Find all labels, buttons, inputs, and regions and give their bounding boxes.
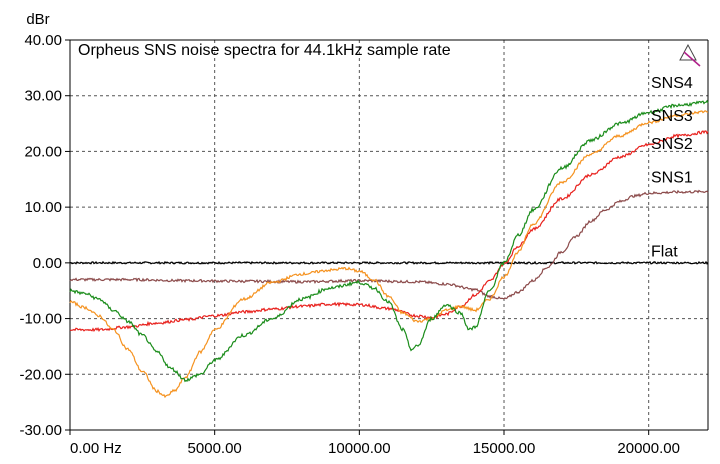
y-tick-label: 40.00 xyxy=(24,32,62,49)
x-tick-labels: 0.00 Hz 5000.00 10000.00 15000.00 20000.00 xyxy=(70,440,680,457)
y-tick-label: 30.00 xyxy=(24,88,62,105)
series-line-flat xyxy=(69,260,709,265)
x-tick-label: 5000.00 xyxy=(188,440,242,457)
series-label-sns1: SNS1 xyxy=(651,170,693,187)
y-tick-labels: 40.00 30.00 20.00 10.00 0.00 -10.00 -20.00 -30.… xyxy=(19,32,62,439)
series-label-flat: Flat xyxy=(651,244,678,261)
y-tick-label: 20.00 xyxy=(24,143,62,160)
series-label-sns3: SNS3 xyxy=(651,108,693,125)
series-labels: Flat SNS1 SNS2 SNS3 SNS4 xyxy=(651,75,693,261)
series-line-sns4 xyxy=(69,99,709,383)
series-label-sns4: SNS4 xyxy=(651,75,693,92)
x-tick-label: 15000.00 xyxy=(473,440,536,457)
series-lines xyxy=(69,99,709,399)
chart-title: Orpheus SNS noise spectra for 44.1kHz sa… xyxy=(78,42,451,59)
y-tick-label: 0.00 xyxy=(33,255,62,272)
x-tick-label: 0.00 Hz xyxy=(70,440,122,457)
y-tick-label: -30.00 xyxy=(19,422,62,439)
y-tick-label: -10.00 xyxy=(19,311,62,328)
x-tick-label: 20000.00 xyxy=(617,440,680,457)
cursor-triangle-icon[interactable] xyxy=(679,43,701,67)
series-label-sns2: SNS2 xyxy=(651,136,693,153)
y-axis-label: dBr xyxy=(26,11,49,28)
y-tick-label: 10.00 xyxy=(24,199,62,216)
y-tick-label: -20.00 xyxy=(19,366,62,383)
x-tick-label: 10000.00 xyxy=(328,440,391,457)
axes xyxy=(65,39,709,435)
series-line-sns2 xyxy=(69,130,709,332)
series-line-sns3 xyxy=(69,110,709,399)
series-line-sns1 xyxy=(69,189,709,300)
